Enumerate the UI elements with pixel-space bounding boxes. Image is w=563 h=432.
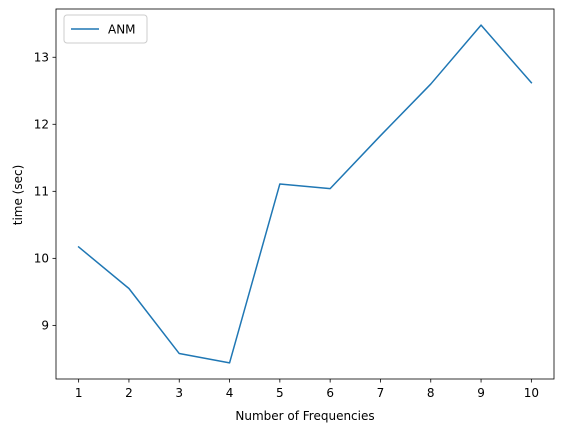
y-axis-label: time (sec)	[11, 165, 25, 226]
legend-label: ANM	[108, 23, 136, 37]
x-tick-label: 5	[276, 386, 284, 400]
plot-area	[55, 8, 555, 380]
x-axis-ticks: 1 2 3 4 5 6 7 8 9 10	[75, 379, 539, 400]
y-tick-label: 11	[34, 185, 49, 199]
x-axis-label: Number of Frequencies	[235, 409, 374, 423]
x-tick-label: 4	[226, 386, 234, 400]
x-tick-label: 2	[125, 386, 133, 400]
legend-box	[63, 14, 148, 44]
y-tick-label: 9	[41, 319, 49, 333]
x-tick-label: 3	[175, 386, 183, 400]
axes-frame	[55, 8, 555, 380]
x-tick-label: 1	[75, 386, 83, 400]
x-tick-label: 8	[427, 386, 435, 400]
y-axis-ticks: 9 10 11 12 13	[34, 51, 56, 333]
x-tick-label: 7	[377, 386, 385, 400]
y-tick-label: 12	[34, 118, 49, 132]
series-line-0	[77, 24, 533, 364]
x-tick-label: 10	[524, 386, 539, 400]
x-tick-label: 6	[326, 386, 334, 400]
y-tick-label: 10	[34, 252, 49, 266]
y-tick-label: 13	[34, 51, 49, 65]
x-tick-label: 9	[477, 386, 485, 400]
legend: ANM	[63, 14, 148, 44]
